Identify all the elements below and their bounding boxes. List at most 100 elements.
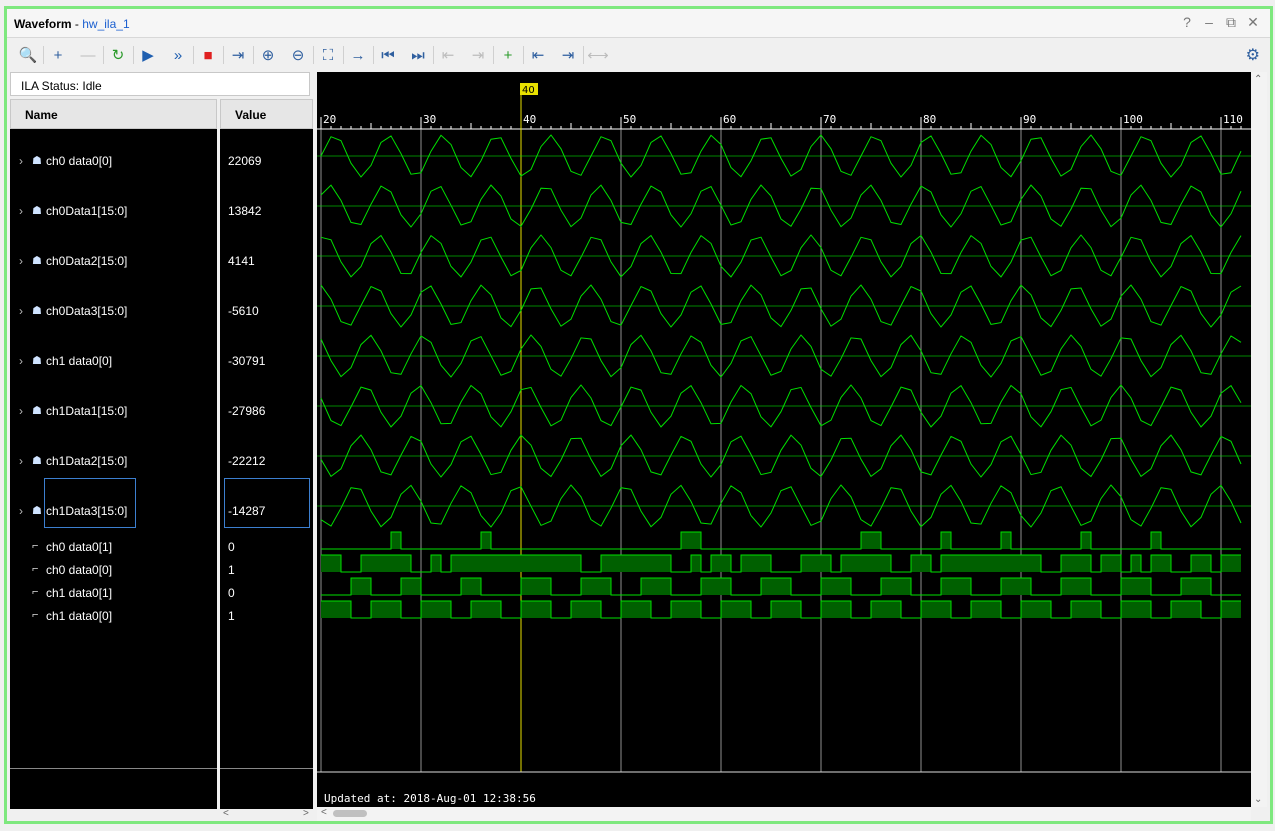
- add-marker-button[interactable]: +: [493, 42, 524, 68]
- digital-fill: [941, 532, 951, 549]
- digital-fill: [701, 578, 711, 595]
- digital-fill: [921, 601, 931, 618]
- waveform-window: Waveform - hw_ila_1 ? – ⧉ ✕ 🔍 + — ↻ ▶ » ■ ⇥ ⊕ ⊖ ⛶ →…: [4, 6, 1273, 824]
- digital-fill: [1231, 601, 1241, 618]
- digital-fill: [991, 555, 1001, 572]
- signal-name: ch0 data0[1]: [46, 540, 113, 554]
- signal-name: ch0Data2[15:0]: [46, 254, 128, 268]
- digital-fill: [341, 601, 351, 618]
- value-scroll-right-icon[interactable]: >: [303, 808, 309, 819]
- search-button[interactable]: 🔍: [13, 42, 44, 68]
- digital-fill: [481, 555, 491, 572]
- digital-fill: [681, 601, 691, 618]
- restore-icon[interactable]: ⧉: [1226, 14, 1236, 30]
- digital-fill: [491, 555, 501, 572]
- analog-trace: [320, 134, 1242, 178]
- signal-name: ch1Data2[15:0]: [46, 454, 128, 468]
- digital-fill: [1091, 601, 1101, 618]
- digital-fill: [471, 578, 481, 595]
- add-button[interactable]: +: [43, 42, 73, 68]
- digital-fill: [1151, 555, 1161, 572]
- name-column-header[interactable]: Name: [10, 99, 217, 129]
- digital-fill: [601, 578, 611, 595]
- signal-name: ch1Data1[15:0]: [46, 404, 128, 418]
- digital-fill: [1071, 578, 1081, 595]
- expand-chevron-icon[interactable]: ›: [19, 204, 23, 218]
- digital-trace: [321, 531, 1241, 550]
- search-icon: 🔍: [18, 47, 38, 64]
- digital-fill: [591, 601, 601, 618]
- expand-chevron-icon[interactable]: ›: [19, 154, 23, 168]
- signal-name: ch1 data0[0]: [46, 354, 113, 368]
- wire-icon: ⌐: [32, 540, 39, 552]
- help-icon[interactable]: ?: [1183, 14, 1191, 30]
- expand-chevron-icon[interactable]: ›: [19, 254, 23, 268]
- zoom-fit-button[interactable]: ⛶: [313, 42, 344, 68]
- digital-fill: [921, 555, 931, 572]
- digital-fill: [561, 555, 571, 572]
- expand-chevron-icon[interactable]: ›: [19, 304, 23, 318]
- digital-fill: [681, 532, 691, 549]
- digital-fill: [1131, 578, 1141, 595]
- swap-cursors-button[interactable]: ⟷: [583, 42, 613, 68]
- digital-fill: [1231, 555, 1241, 572]
- signal-name: ch1Data3[15:0]: [46, 504, 128, 518]
- waveform-display[interactable]: 20 30 40 50 60 70 80 90 100 110 40 Updated at: 201…: [317, 72, 1251, 807]
- digital-fill: [751, 555, 761, 572]
- value-column-header[interactable]: Value: [220, 99, 313, 129]
- minimize-icon[interactable]: –: [1205, 14, 1213, 30]
- digital-fill: [881, 601, 891, 618]
- digital-fill: [611, 555, 621, 572]
- go-to-start-button[interactable]: ⏮: [373, 42, 403, 68]
- updated-timestamp: Updated at: 2018-Aug-01 12:38:56: [324, 792, 536, 805]
- scroll-left-icon[interactable]: <: [321, 807, 327, 818]
- digital-fill: [1011, 555, 1021, 572]
- digital-fill: [661, 555, 671, 572]
- close-icon[interactable]: ✕: [1247, 14, 1259, 30]
- auto-retrigger-button[interactable]: ↻: [103, 42, 134, 68]
- ila-status: ILA Status: Idle: [10, 72, 310, 96]
- digital-fill: [661, 578, 671, 595]
- minus-icon: —: [80, 46, 96, 64]
- digital-fill: [841, 578, 851, 595]
- run-trigger-button[interactable]: ▶: [133, 42, 163, 68]
- go-to-end-button[interactable]: ⏭: [403, 42, 434, 68]
- scroll-thumb[interactable]: [333, 810, 367, 817]
- horizontal-scrollbar[interactable]: <: [317, 807, 1251, 821]
- digital-fill: [531, 578, 541, 595]
- ruler-label: 40: [523, 113, 536, 126]
- stop-button[interactable]: ■: [193, 42, 224, 68]
- gear-icon[interactable]: ⚙: [1245, 47, 1260, 64]
- go-to-start-icon: ⏮: [381, 46, 395, 64]
- expand-chevron-icon[interactable]: ›: [19, 404, 23, 418]
- digital-fill: [1221, 601, 1231, 618]
- next-transition-button[interactable]: ⇥: [463, 42, 494, 68]
- expand-chevron-icon[interactable]: ›: [19, 354, 23, 368]
- remove-button[interactable]: —: [73, 42, 104, 68]
- prev-marker-button[interactable]: ⇤: [523, 42, 553, 68]
- zoom-in-button[interactable]: ⊕: [253, 42, 283, 68]
- run-immediate-button[interactable]: »: [163, 42, 194, 68]
- vertical-scrollbar[interactable]: ⌃ ⌄: [1251, 72, 1267, 807]
- digital-fill: [1181, 578, 1191, 595]
- digital-fill: [881, 578, 891, 595]
- digital-fill: [481, 532, 491, 549]
- export-button[interactable]: ⇥: [223, 42, 254, 68]
- digital-fill: [971, 601, 981, 618]
- expand-chevron-icon[interactable]: ›: [19, 504, 23, 518]
- prev-transition-button[interactable]: ⇤: [433, 42, 463, 68]
- zoom-out-button[interactable]: ⊖: [283, 42, 314, 68]
- digital-fill: [741, 601, 751, 618]
- digital-fill: [581, 578, 591, 595]
- zoom-in-icon: ⊕: [261, 47, 275, 64]
- value-scroll-left-icon[interactable]: <: [223, 808, 229, 819]
- waveform-canvas[interactable]: 20 30 40 50 60 70 80 90 100 110 40: [317, 72, 1251, 807]
- digital-fill: [651, 555, 661, 572]
- digital-fill: [511, 555, 521, 572]
- expand-chevron-icon[interactable]: ›: [19, 454, 23, 468]
- scroll-up-icon[interactable]: ⌃: [1254, 74, 1263, 85]
- scroll-down-icon[interactable]: ⌄: [1254, 794, 1263, 805]
- prev-marker-icon: ⇤: [531, 47, 545, 64]
- go-to-cursor-button[interactable]: →: [343, 42, 374, 68]
- next-marker-button[interactable]: ⇥: [553, 42, 584, 68]
